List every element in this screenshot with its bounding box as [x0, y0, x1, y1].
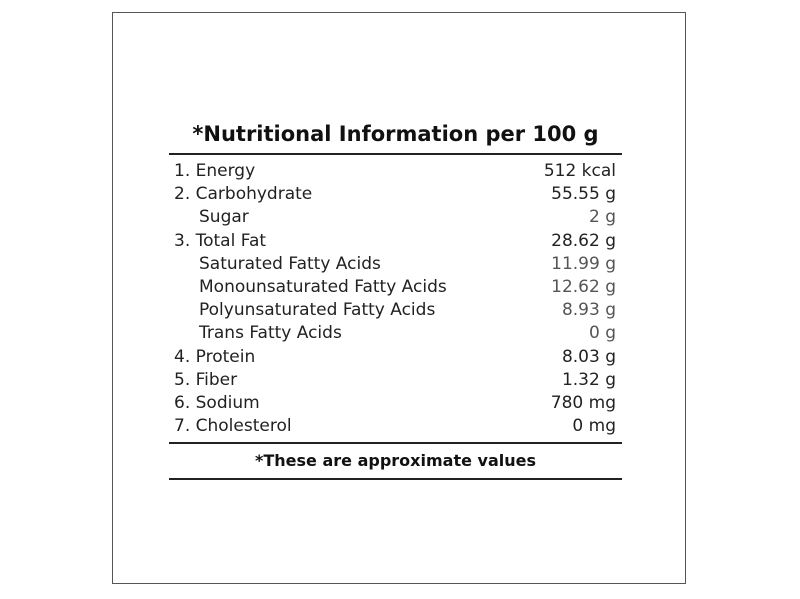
nutrition-rows: 1. Energy 512 kcal 2. Carbohydrate 55.55…: [169, 155, 622, 442]
nutrient-row-carbohydrate: 2. Carbohydrate 55.55 g: [169, 183, 622, 206]
nutrient-value: 512 kcal: [543, 161, 616, 181]
approximate-values-note: *These are approximate values: [255, 451, 536, 471]
nutrient-value: 28.62 g: [551, 230, 616, 251]
nutrient-row-energy: 1. Energy 512 kcal: [169, 160, 622, 183]
nutrient-row-protein: 4. Protein 8.03 g: [169, 346, 622, 369]
nutrient-value: 55.55 g: [551, 184, 616, 205]
nutrient-label: 1. Energy: [174, 161, 256, 181]
nutrient-row-sodium: 6. Sodium 780 mg: [169, 392, 622, 415]
bottom-divider: [169, 478, 622, 481]
nutrient-value: 2 g: [588, 207, 616, 228]
nutrient-row-cholesterol: 7. Cholesterol 0 mg: [169, 415, 622, 438]
nutrient-label: Saturated Fatty Acids: [199, 253, 381, 274]
label-frame: [112, 12, 686, 584]
nutrient-value: 8.03 g: [561, 346, 616, 367]
nutrient-value: 12.62 g: [551, 276, 616, 297]
nutrient-label: Trans Fatty Acids: [199, 323, 342, 344]
nutrient-value: 0 g: [588, 323, 616, 344]
title-divider: [169, 153, 622, 155]
nutrient-label: Polyunsaturated Fatty Acids: [199, 300, 436, 321]
nutrient-label: Sugar: [199, 207, 249, 228]
nutrient-value: 1.32 g: [561, 369, 616, 390]
nutrient-value: 0 mg: [572, 416, 616, 437]
nutrient-row-total-fat: 3. Total Fat 28.62 g: [169, 230, 622, 253]
nutrient-row-fiber: 5. Fiber 1.32 g: [169, 369, 622, 392]
nutrient-row-sugar: Sugar 2 g: [169, 206, 622, 229]
nutrient-label: Monounsaturated Fatty Acids: [199, 276, 447, 297]
nutrient-label: 6. Sodium: [174, 392, 260, 413]
nutrient-label: 5. Fiber: [174, 369, 238, 390]
nutrient-row-monounsaturated-fat: Monounsaturated Fatty Acids 12.62 g: [169, 276, 622, 299]
table-divider: [169, 442, 622, 445]
nutrient-label: 4. Protein: [174, 346, 256, 367]
nutrient-row-polyunsaturated-fat: Polyunsaturated Fatty Acids 8.93 g: [169, 299, 622, 322]
nutrition-panel: *Nutritional Information per 100 g 1. En…: [169, 115, 622, 481]
nutrient-label: 7. Cholesterol: [174, 416, 292, 437]
nutrient-row-saturated-fat: Saturated Fatty Acids 11.99 g: [169, 253, 622, 276]
nutrient-value: 780 mg: [550, 392, 616, 413]
nutrient-value: 11.99 g: [551, 253, 616, 274]
nutrient-label: 2. Carbohydrate: [174, 184, 313, 205]
nutrient-label: 3. Total Fat: [174, 230, 267, 251]
nutrient-value: 8.93 g: [561, 300, 616, 321]
nutrient-row-trans-fat: Trans Fatty Acids 0 g: [169, 322, 622, 345]
nutrition-title: *Nutritional Information per 100 g: [192, 122, 599, 146]
